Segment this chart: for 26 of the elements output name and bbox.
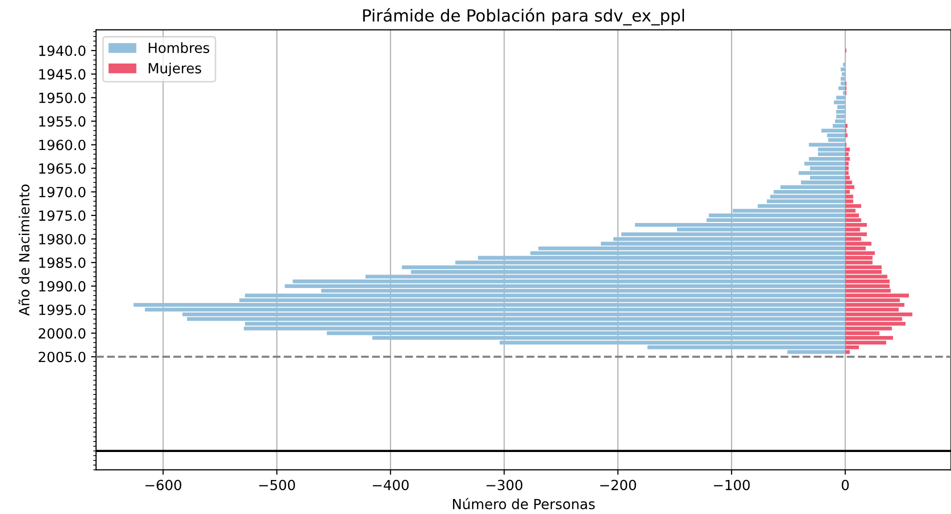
x-tick-label: 0: [842, 480, 849, 490]
x-tick-label: −500: [259, 480, 295, 490]
y-tick-label: 1960.0: [39, 140, 86, 150]
y-tick-label: 1975.0: [39, 210, 86, 221]
y-tick-label: 1995.0: [39, 304, 86, 316]
y-tick-label: 2000.0: [38, 328, 86, 339]
x-tick-label: −600: [146, 480, 182, 490]
y-tick-label: 1980.0: [39, 234, 86, 244]
y-tick-label: 1965.0: [39, 163, 86, 174]
x-tick-label: −300: [486, 480, 522, 490]
y-tick-label: 2005.0: [38, 352, 86, 362]
y-tick-label: 1950.0: [39, 92, 86, 104]
x-tick-label: −100: [714, 480, 750, 490]
y-tick-label: 1990.0: [39, 281, 86, 292]
chart-title: Pirámide de Población para sdv_ex_ppl: [363, 8, 684, 26]
x-tick-label: −200: [600, 480, 636, 490]
y-tick-label: 1955.0: [39, 116, 86, 127]
y-tick-label: 1970.0: [39, 186, 86, 198]
legend-label: Hombres: [148, 42, 210, 54]
y-tick-label: 1985.0: [39, 257, 86, 268]
y-axis-title: Año de Nacimiento: [18, 184, 30, 316]
y-tick-label: 1940.0: [39, 46, 86, 56]
y-tick-label: 1945.0: [39, 69, 86, 80]
x-tick-label: −400: [372, 480, 409, 490]
legend-label: Mujeres: [148, 62, 202, 76]
x-axis-title: Número de Personas: [453, 498, 595, 510]
